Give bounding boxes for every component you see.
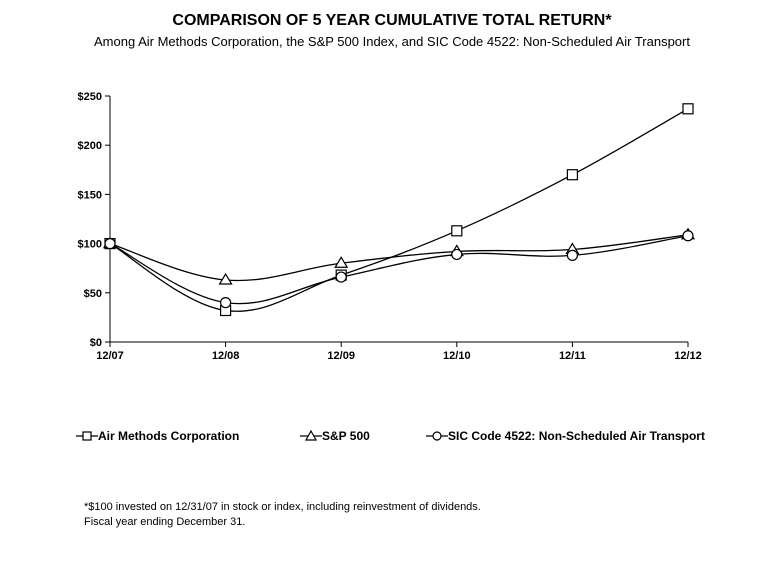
legend-item-sic-code: SIC Code 4522: Non-Scheduled Air Transpo…	[426, 429, 705, 443]
x-tick-label: 12/10	[443, 350, 471, 362]
footnote-line: *$100 invested on 12/31/07 in stock or i…	[84, 501, 481, 513]
data-point-square	[451, 225, 463, 237]
chart-title: COMPARISON OF 5 YEAR CUMULATIVE TOTAL RE…	[172, 12, 612, 29]
chart-subtitle: Among Air Methods Corporation, the S&P 5…	[94, 34, 690, 49]
y-tick-label: $0	[90, 337, 102, 349]
data-point-square	[566, 169, 579, 181]
series-line-1	[109, 234, 689, 282]
data-point-square	[682, 103, 694, 115]
x-tick-label: 12/09	[327, 350, 355, 362]
series-line-0	[109, 108, 689, 312]
footnote-line: Fiscal year ending December 31.	[84, 516, 246, 528]
data-point-circle	[682, 230, 694, 242]
legend-triangle-marker-icon	[300, 429, 322, 441]
data-point-circle	[220, 297, 232, 309]
legend-circle-marker-icon	[426, 431, 448, 441]
legend: Air Methods Corporation S&P 500 SIC Code…	[0, 429, 784, 447]
legend-item-air-methods: Air Methods Corporation	[76, 429, 239, 443]
y-tick-label: $200	[78, 140, 102, 152]
y-tick-label: $150	[78, 189, 102, 201]
data-point-circle	[335, 271, 347, 283]
data-point-circle	[451, 248, 463, 261]
x-tick-label: 12/12	[674, 350, 702, 362]
x-tick-label: 12/11	[559, 350, 586, 362]
data-point-circle	[104, 238, 116, 250]
legend-square-marker-icon	[76, 431, 98, 441]
data-point-circle	[566, 249, 579, 262]
y-tick-label: $50	[84, 288, 102, 300]
data-point-triangle	[334, 256, 349, 268]
x-tick-label: 12/07	[96, 350, 124, 362]
legend-label: Air Methods Corporation	[98, 429, 240, 443]
legend-label: S&P 500	[322, 429, 370, 443]
y-tick-label: $250	[78, 91, 102, 103]
x-tick-label: 12/08	[212, 350, 240, 362]
line-chart: $0 $50 $100 $150 $200 $250 12/07 12/08 12/09 12/1…	[78, 91, 702, 362]
legend-label: SIC Code 4522: Non-Scheduled Air Transpo…	[448, 429, 705, 443]
legend-item-sp500: S&P 500	[300, 429, 370, 443]
y-tick-label: $100	[78, 239, 102, 251]
series-line-2	[109, 235, 689, 305]
data-point-triangle	[218, 272, 233, 285]
footnote: *$100 invested on 12/31/07 in stock or i…	[84, 500, 481, 530]
